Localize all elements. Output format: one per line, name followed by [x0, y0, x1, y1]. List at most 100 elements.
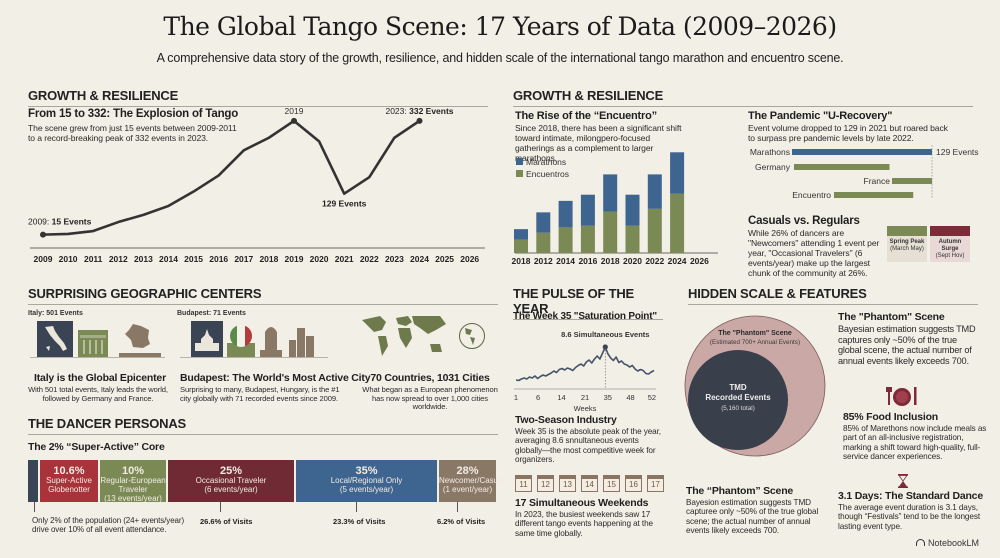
x-tick-label: 2021 [335, 254, 354, 264]
pandemic-value-label: 129 Events [936, 147, 979, 157]
x-tick-label: 1 [514, 393, 518, 402]
x-tick-label: 2020 [623, 256, 642, 266]
casuals-text: While 26% of dancers are "Newcomers" att… [748, 228, 880, 278]
budapest-heading: Budapest: The World's Most Active City [180, 372, 371, 384]
peak-point [602, 344, 608, 350]
world-heading: 70 Countries, 1031 Cities [370, 372, 490, 384]
legend-marathons: Marathons [526, 157, 566, 167]
world-map-icon [360, 312, 450, 362]
personas-heading: The 2% “Super-Active” Core [28, 441, 165, 453]
x-tick-label: 2013 [134, 254, 153, 264]
calendar-icon [930, 226, 970, 236]
section-growth-right: GROWTH & RESILIENCE [513, 88, 973, 107]
globe-icon [459, 323, 485, 349]
bar-label: France [864, 176, 891, 186]
italy-map-icon [37, 321, 73, 357]
persona-stacked-bar: 10.6% Super-Active Globenotter 10% Regular-E… [28, 460, 504, 502]
outer-subtitle: (Estimated 700+ Annual Events) [710, 339, 800, 346]
bar-encuentros [647, 208, 662, 253]
divider [30, 357, 165, 358]
x-tick-label: 2016 [578, 256, 597, 266]
persona-sub: (5 events/year) [339, 484, 394, 494]
x-tick-label: 2022 [645, 256, 664, 266]
annotation-start: 2009: 15 Events [28, 217, 92, 227]
x-tick-label: 35 [604, 393, 612, 402]
x-tick-label: 2011 [84, 254, 103, 264]
x-tick-label: 2019 [285, 254, 304, 264]
bar-marathons [647, 174, 662, 209]
persona-pct: 25% [219, 465, 243, 477]
persona-label: Occasional Traveler [195, 476, 267, 486]
italy-flag-icon [227, 323, 255, 357]
bar-label: Marathons [750, 147, 790, 157]
bar-marathons [514, 229, 528, 240]
inner-subtitle: Recorded Events [705, 393, 771, 402]
annotation-2019: 2019 [285, 106, 304, 116]
italy-text: With 501 total events, Italy leads the w… [28, 385, 168, 403]
phantom-right-heading: The "Phantom" Scene [838, 311, 945, 323]
parliament-icon [191, 321, 223, 357]
persona-pct: 35% [355, 465, 378, 477]
encuentro-text: Since 2018, there has been a significant… [515, 123, 682, 163]
bar-encuentros [514, 239, 528, 253]
phantom-bottom-text: Bayesion estimation suggests TMD capture… [686, 498, 819, 536]
x-tick-label: 2026 [690, 256, 709, 266]
notebooklm-badge: NotebookLM [916, 538, 979, 548]
outer-title: The "Phantom" Scene [718, 330, 792, 337]
x-tick-label: 2026 [460, 254, 479, 264]
weekly-line-chart: 8.6 Simultaneous Events 1 6 14 21 35 48 52 Wee… [514, 330, 656, 413]
legend-swatch-marathons [516, 158, 523, 165]
persona-segment: 35% Local/Regional Only (5 events/year) [296, 460, 439, 502]
x-tick-label: 2017 [234, 254, 253, 264]
section-pulse: THE PULSE OF THE YEAR [513, 286, 663, 320]
france-map-icon [119, 322, 161, 357]
bar-encuentros [580, 225, 595, 253]
legend-swatch-encuentros [516, 170, 523, 177]
two-season-text: Week 35 is the absolute peak of the year… [515, 427, 661, 465]
section-hidden: HIDDEN SCALE & FEATURES [688, 286, 978, 305]
calendar-icon: 15 [603, 475, 620, 492]
calendar-icon: 16 [625, 475, 642, 492]
annotation-year: 2009: [28, 217, 52, 227]
persona-segment: 10% Regular-European Traveler (13 events/ye… [100, 460, 168, 502]
x-tick-label: 2014 [556, 256, 575, 266]
brand-name: NotebookLM [928, 538, 980, 548]
x-axis-label: Weeks [574, 404, 597, 413]
bar-encuentros [603, 211, 618, 253]
coat-of-arms-icon [260, 322, 282, 357]
bar-encuentro [834, 192, 914, 198]
bar-marathons [625, 194, 640, 226]
visits-local: 23.3% of Visits [333, 517, 386, 526]
x-tick-label: 21 [581, 393, 589, 402]
growth-text-line1: The scene grew from just 15 events betwe… [28, 123, 237, 133]
persona-sub: (6 events/year) [204, 484, 258, 494]
food-heading: 85% Food Inclusion [843, 411, 938, 423]
bar-encuentros [670, 193, 685, 253]
annotation-year: 2023: [385, 106, 409, 116]
world-text: What began as a European phenomenon has … [362, 385, 498, 412]
section-growth-left: GROWTH & RESILIENCE [28, 88, 488, 107]
season-card-spring: Spring Peak (March May) [887, 226, 927, 262]
bar-marathons [792, 149, 932, 155]
x-tick-label: 2012 [109, 254, 128, 264]
brandenburg-gate-icon [78, 330, 108, 357]
persona-sub: Traveler [118, 484, 148, 494]
calendar-row: 11 12 13 14 15 16 17 [515, 474, 675, 492]
legend-encuentros: Encuentros [526, 169, 569, 179]
persona-label: Regular-European [100, 476, 166, 486]
pulse-heading: The Week 35 "Saturation Point" [513, 311, 657, 322]
persona-segment: 10.6% Super-Active Globenotter [40, 460, 100, 502]
calendar-icon: 17 [647, 475, 664, 492]
bar-label: Encuentro [792, 190, 831, 200]
calendar-icon: 12 [537, 475, 554, 492]
persona-sub2: (13 events/year) [104, 493, 162, 503]
persona-label: Local/Regional Only [330, 476, 403, 486]
season-card-range: (Sept Hov) [935, 253, 965, 260]
x-tick-label: 52 [648, 393, 656, 402]
growth-series-line [42, 119, 421, 236]
season-card-autumn: Autumn Surge (Sept Hov) [930, 226, 970, 262]
divider [180, 357, 328, 358]
personas-note-line2: drive over 10% of all event attendance. [32, 525, 167, 535]
days-text: The average event duration is 3.1 days, … [838, 503, 981, 531]
x-tick-label: 2024 [410, 254, 429, 264]
